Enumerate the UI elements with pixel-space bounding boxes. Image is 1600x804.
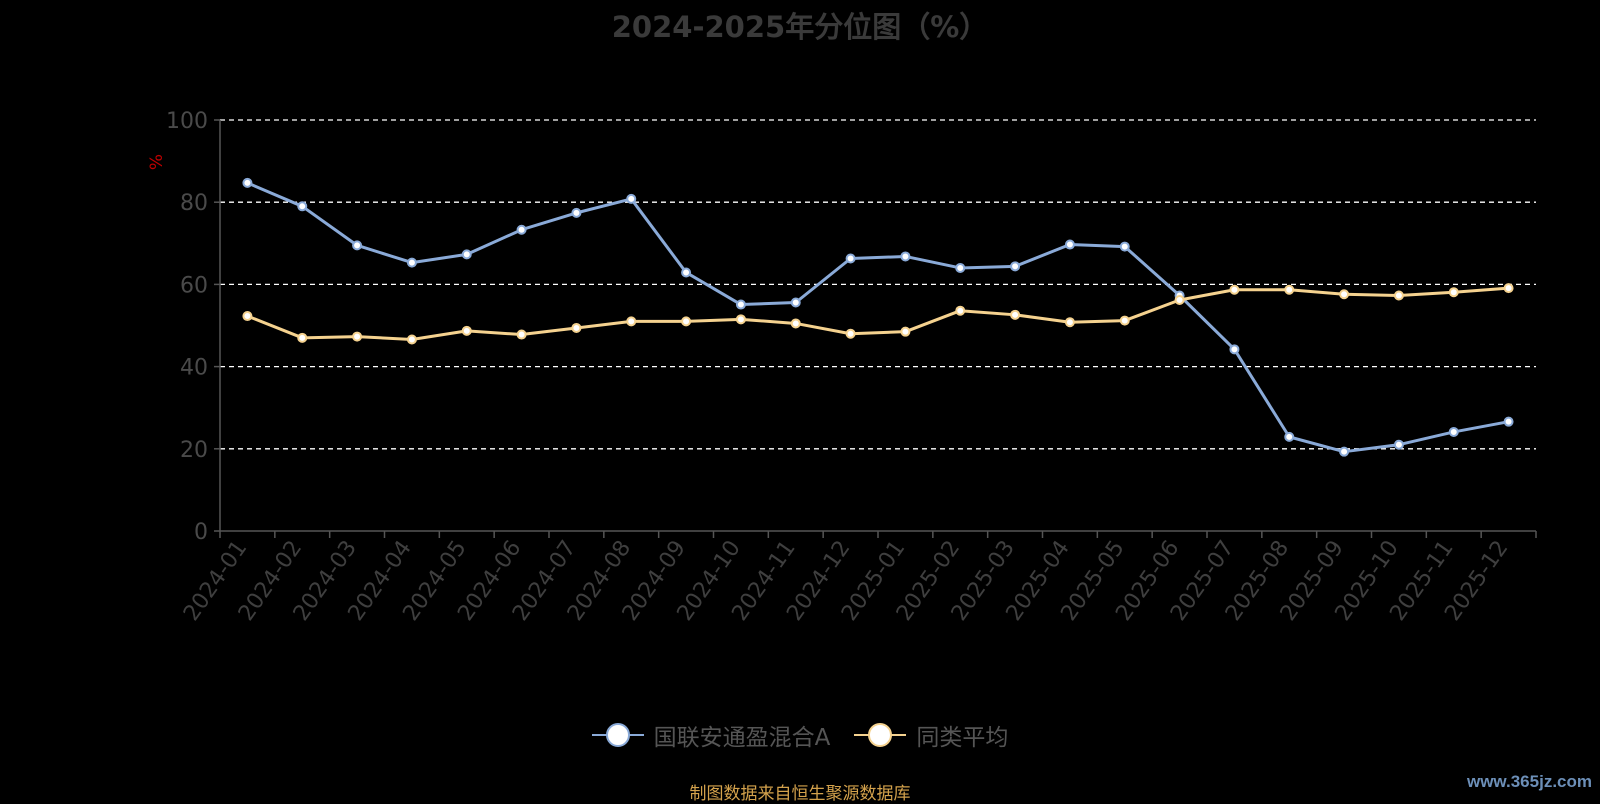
data-point-series-1[interactable] (735, 314, 746, 325)
y-tick-label: 60 (180, 273, 208, 298)
data-point-series-1[interactable] (900, 326, 911, 337)
data-point-series-0[interactable] (1229, 344, 1240, 355)
y-tick-label: 20 (180, 438, 208, 463)
data-point-series-0[interactable] (297, 201, 308, 212)
data-point-series-1[interactable] (1010, 309, 1021, 320)
data-point-series-1[interactable] (1064, 317, 1075, 328)
data-point-series-1[interactable] (242, 311, 253, 322)
legend-item-fund[interactable]: 国联安通盈混合A (591, 718, 831, 752)
series-lines (242, 177, 1514, 457)
data-point-series-0[interactable] (1448, 426, 1459, 437)
legend-average-marker-icon (854, 723, 907, 747)
y-tick-label: 100 (166, 109, 208, 134)
data-point-series-1[interactable] (516, 329, 527, 340)
data-point-series-0[interactable] (516, 224, 527, 235)
y-tick-label: 80 (180, 191, 208, 216)
legend-label-average: 同类平均 (916, 725, 1009, 751)
series-line-1 (246, 286, 1509, 341)
data-point-series-0[interactable] (1119, 241, 1130, 252)
data-point-series-0[interactable] (461, 249, 472, 260)
data-point-series-0[interactable] (626, 193, 637, 204)
data-point-series-0[interactable] (242, 177, 253, 188)
y-axis-label: % (147, 154, 167, 170)
data-point-series-1[interactable] (681, 316, 692, 327)
data-point-series-0[interactable] (1393, 439, 1404, 450)
data-point-series-1[interactable] (297, 332, 308, 343)
data-point-series-1[interactable] (352, 331, 363, 342)
data-source-note: 制图数据来自恒生聚源数据库 (689, 784, 911, 804)
data-point-series-0[interactable] (790, 297, 801, 308)
data-point-series-1[interactable] (1503, 283, 1514, 294)
data-point-series-0[interactable] (406, 257, 417, 268)
axes: 020406080100%2024-012024-022024-032024-0… (147, 109, 1537, 626)
data-point-series-1[interactable] (1119, 315, 1130, 326)
data-point-series-1[interactable] (1339, 289, 1350, 300)
data-point-series-0[interactable] (1010, 261, 1021, 272)
legend: 国联安通盈混合A 同类平均 (0, 718, 1600, 752)
data-point-series-0[interactable] (845, 253, 856, 264)
data-point-series-0[interactable] (1284, 431, 1295, 442)
data-point-series-1[interactable] (790, 318, 801, 329)
data-point-series-1[interactable] (1393, 290, 1404, 301)
data-point-series-1[interactable] (626, 316, 637, 327)
data-point-series-1[interactable] (1448, 287, 1459, 298)
data-point-series-1[interactable] (461, 325, 472, 336)
data-point-series-0[interactable] (735, 299, 746, 310)
data-point-series-0[interactable] (900, 251, 911, 262)
data-point-series-0[interactable] (1064, 239, 1075, 250)
series-line-0 (246, 181, 1509, 454)
y-tick-label: 0 (194, 520, 208, 545)
legend-fund-marker-icon (591, 723, 644, 747)
data-point-series-0[interactable] (352, 240, 363, 251)
data-point-series-0[interactable] (955, 262, 966, 273)
legend-item-average[interactable]: 同类平均 (854, 718, 1008, 752)
gridlines (220, 119, 1536, 450)
data-point-series-0[interactable] (571, 207, 582, 218)
data-point-series-0[interactable] (1339, 446, 1350, 457)
data-point-series-1[interactable] (1174, 295, 1185, 306)
legend-label-fund: 国联安通盈混合A (653, 725, 831, 751)
y-tick-label: 40 (180, 356, 208, 381)
chart-title: 2024-2025年分位图（%） (611, 10, 989, 44)
data-point-series-0[interactable] (1503, 416, 1514, 427)
data-point-series-1[interactable] (406, 334, 417, 345)
data-point-series-1[interactable] (845, 328, 856, 339)
data-point-series-1[interactable] (955, 305, 966, 316)
data-point-series-1[interactable] (1229, 284, 1240, 295)
data-point-series-1[interactable] (1284, 284, 1295, 295)
data-point-series-0[interactable] (681, 267, 692, 278)
data-point-series-1[interactable] (571, 322, 582, 333)
watermark: www.365jz.com (1466, 772, 1592, 791)
